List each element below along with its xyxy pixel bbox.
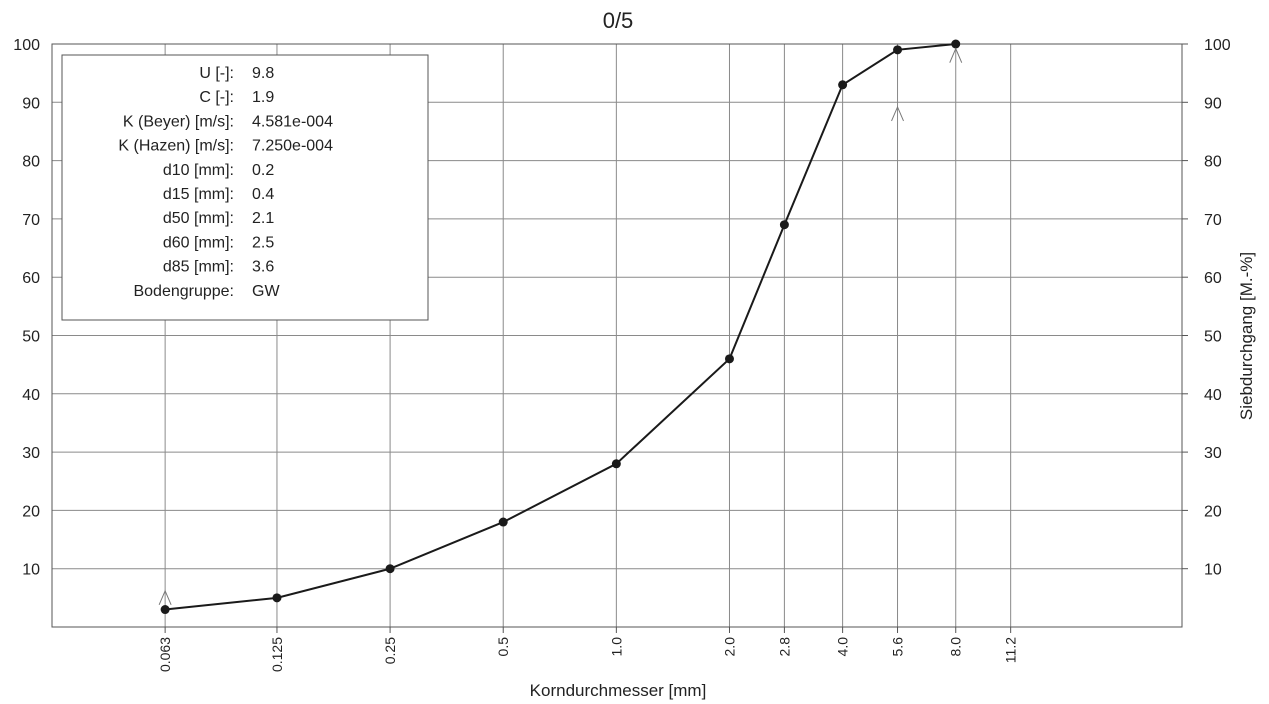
x-tick-label: 0.125 bbox=[269, 637, 285, 672]
y-axis-label: Siebdurchgang [M.-%] bbox=[1237, 252, 1256, 420]
x-tick-labels: 0.063 0.125 0.25 0.5 1.0 2.0 2.8 4.0 5.6 8.0 11.2 bbox=[157, 627, 1019, 672]
info-value: 9.8 bbox=[252, 65, 274, 82]
y-tick-label-right: 100 bbox=[1204, 37, 1231, 54]
info-value: 4.581e-004 bbox=[252, 113, 333, 130]
x-tick-label: 0.5 bbox=[495, 637, 511, 657]
x-axis-label: Korndurchmesser [mm] bbox=[530, 681, 707, 700]
y-tick-labels-right: 100 90 80 70 60 50 40 30 20 10 bbox=[1182, 37, 1231, 579]
info-label: C [-]: bbox=[199, 89, 234, 106]
x-tick-label: 8.0 bbox=[948, 637, 964, 657]
y-tick-label-left: 70 bbox=[22, 212, 40, 229]
y-tick-label-right: 70 bbox=[1204, 212, 1222, 229]
info-label: d50 [mm]: bbox=[163, 210, 234, 227]
y-tick-label-right: 40 bbox=[1204, 387, 1222, 404]
info-value: 7.250e-004 bbox=[252, 138, 333, 155]
x-tick-label: 2.0 bbox=[721, 637, 737, 657]
info-value: 0.4 bbox=[252, 186, 274, 203]
info-value: 2.5 bbox=[252, 234, 274, 251]
y-tick-label-left: 90 bbox=[22, 95, 40, 112]
data-point bbox=[272, 593, 282, 603]
chart-title: 0/5 bbox=[603, 8, 634, 33]
x-tick-label: 2.8 bbox=[776, 637, 792, 657]
x-tick-label: 0.063 bbox=[157, 637, 173, 672]
series-layer bbox=[160, 39, 961, 615]
y-tick-label-right: 80 bbox=[1204, 154, 1222, 171]
data-point bbox=[611, 459, 621, 469]
data-point bbox=[893, 45, 903, 55]
x-tick-label: 0.25 bbox=[382, 637, 398, 664]
y-tick-label-left: 40 bbox=[22, 387, 40, 404]
data-point bbox=[724, 354, 734, 364]
y-tick-label-left: 10 bbox=[22, 562, 40, 579]
y-tick-label-left: 50 bbox=[22, 329, 40, 346]
info-label: K (Hazen) [m/s]: bbox=[118, 138, 234, 155]
caret-marker bbox=[949, 47, 963, 63]
x-tick-label: 11.2 bbox=[1003, 637, 1019, 663]
data-point bbox=[838, 80, 848, 90]
info-box-frame bbox=[61, 54, 429, 321]
y-tick-label-left: 30 bbox=[22, 445, 40, 462]
y-tick-label-left: 80 bbox=[22, 154, 40, 171]
info-value: 3.6 bbox=[252, 259, 274, 276]
y-tick-label-left: 60 bbox=[22, 270, 40, 287]
info-label: K (Beyer) [m/s]: bbox=[123, 113, 234, 130]
data-point bbox=[779, 220, 789, 230]
x-tick-label: 5.6 bbox=[890, 637, 906, 657]
info-value: 1.9 bbox=[252, 89, 274, 106]
y-tick-label-left: 20 bbox=[22, 503, 40, 520]
info-value: 2.1 bbox=[252, 210, 274, 227]
data-point bbox=[160, 605, 170, 615]
y-tick-labels-left: 100 90 80 70 60 50 40 30 20 10 bbox=[13, 37, 40, 579]
y-tick-label-right: 10 bbox=[1204, 562, 1222, 579]
caret-marker bbox=[158, 589, 172, 606]
x-tick-label: 1.0 bbox=[608, 637, 624, 657]
y-tick-label-right: 60 bbox=[1204, 270, 1222, 287]
data-point bbox=[498, 517, 508, 527]
series-line bbox=[164, 43, 956, 611]
y-tick-label-right: 30 bbox=[1204, 445, 1222, 462]
x-tick-label: 4.0 bbox=[835, 637, 851, 657]
info-value: 0.2 bbox=[252, 162, 274, 179]
y-tick-label-right: 50 bbox=[1204, 329, 1222, 346]
info-label: Bodengruppe: bbox=[133, 283, 234, 300]
caret-marker bbox=[891, 105, 904, 122]
info-label: d85 [mm]: bbox=[163, 259, 234, 276]
marker-layer bbox=[158, 47, 963, 606]
data-point bbox=[951, 39, 961, 49]
y-tick-label-right: 20 bbox=[1204, 503, 1222, 520]
y-tick-label-left: 100 bbox=[13, 37, 40, 54]
info-label: d15 [mm]: bbox=[163, 186, 234, 203]
data-point bbox=[385, 564, 395, 574]
info-label: d60 [mm]: bbox=[163, 234, 234, 251]
info-label: d10 [mm]: bbox=[163, 162, 234, 179]
y-tick-label-right: 90 bbox=[1204, 95, 1222, 112]
info-value: GW bbox=[252, 283, 280, 300]
info-box: U [-]: 9.8 C [-]: 1.9 K (Beyer) [m/s]: 4.581e… bbox=[61, 54, 429, 321]
info-label: U [-]: bbox=[199, 65, 234, 82]
